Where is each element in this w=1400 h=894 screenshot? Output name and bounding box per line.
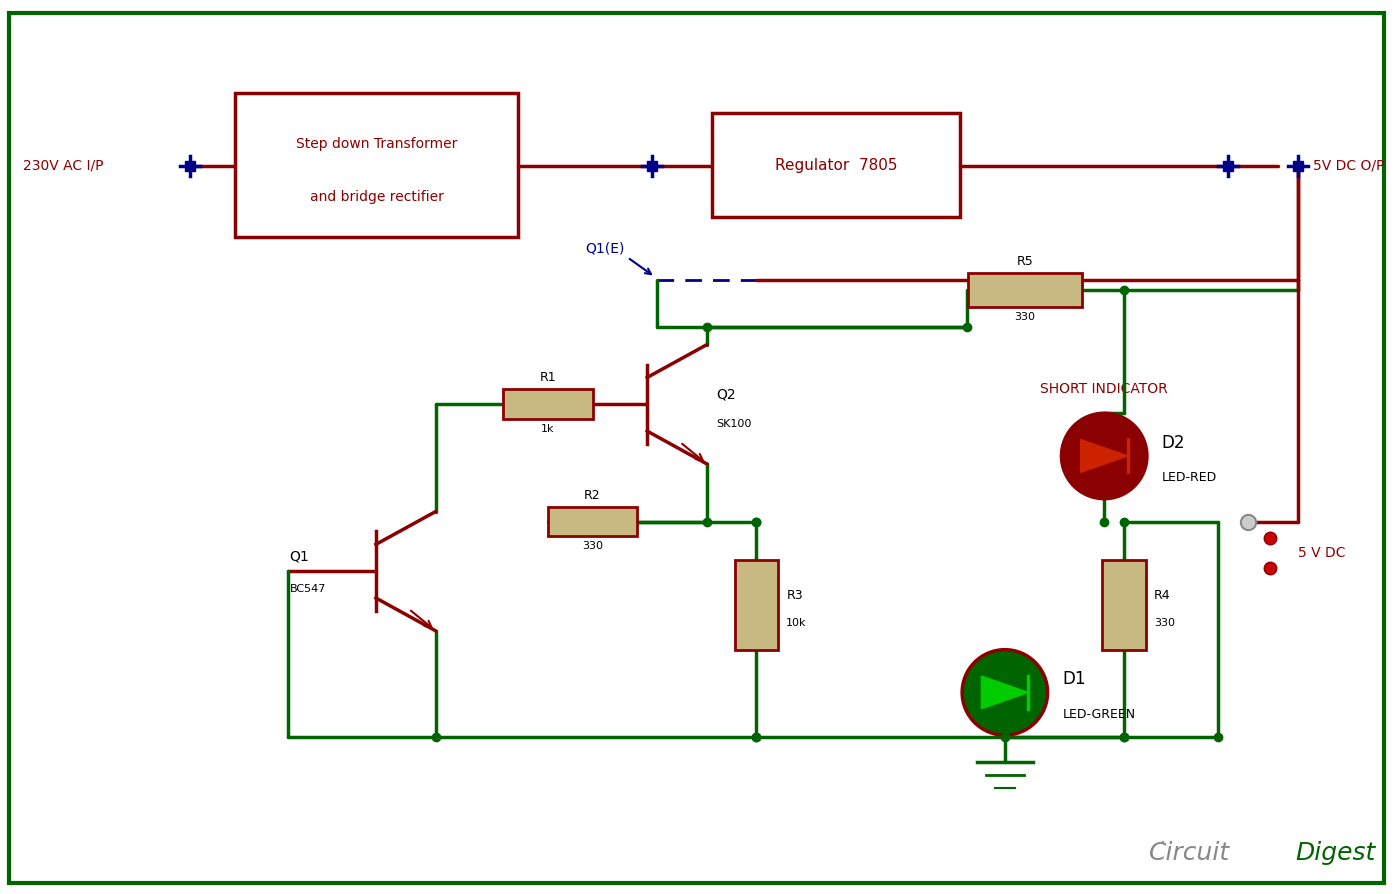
- Bar: [1102, 561, 1147, 650]
- Circle shape: [962, 650, 1047, 735]
- Text: Digest: Digest: [1295, 841, 1375, 865]
- Text: Regulator  7805: Regulator 7805: [774, 158, 897, 173]
- Text: 10k: 10k: [787, 618, 806, 628]
- Text: R1: R1: [539, 371, 556, 384]
- Text: LED-GREEN: LED-GREEN: [1063, 708, 1135, 721]
- Text: 330: 330: [1154, 618, 1175, 628]
- Polygon shape: [1081, 440, 1128, 472]
- Text: 5 V DC: 5 V DC: [1298, 546, 1345, 561]
- Bar: [735, 561, 778, 650]
- Text: R4: R4: [1154, 588, 1170, 602]
- Bar: [967, 273, 1082, 308]
- Text: D2: D2: [1162, 434, 1186, 452]
- Text: LED-RED: LED-RED: [1162, 471, 1217, 485]
- Text: 1k: 1k: [540, 424, 554, 434]
- Text: BC547: BC547: [290, 584, 326, 595]
- Text: R3: R3: [787, 588, 804, 602]
- Text: Q1(E): Q1(E): [585, 241, 624, 256]
- Bar: [235, 93, 518, 238]
- Text: 330: 330: [582, 542, 603, 552]
- Text: D1: D1: [1063, 670, 1086, 688]
- Text: Q2: Q2: [717, 387, 736, 401]
- Text: Q1: Q1: [290, 549, 309, 563]
- Text: Step down Transformer: Step down Transformer: [295, 137, 458, 151]
- Text: 230V AC I/P: 230V AC I/P: [24, 159, 104, 173]
- Text: 330: 330: [1014, 312, 1035, 323]
- Bar: [711, 114, 960, 217]
- Text: 5V DC O/P: 5V DC O/P: [1313, 159, 1385, 173]
- Text: SHORT INDICATOR: SHORT INDICATOR: [1040, 383, 1168, 396]
- Bar: [503, 390, 592, 419]
- Circle shape: [1061, 413, 1147, 499]
- Text: R5: R5: [1016, 255, 1033, 267]
- Text: SK100: SK100: [717, 419, 752, 429]
- Polygon shape: [981, 676, 1029, 709]
- Text: R2: R2: [584, 489, 601, 502]
- Text: Ċircuit: Ċircuit: [1149, 841, 1231, 865]
- Bar: [547, 507, 637, 536]
- Text: and bridge rectifier: and bridge rectifier: [309, 190, 444, 204]
